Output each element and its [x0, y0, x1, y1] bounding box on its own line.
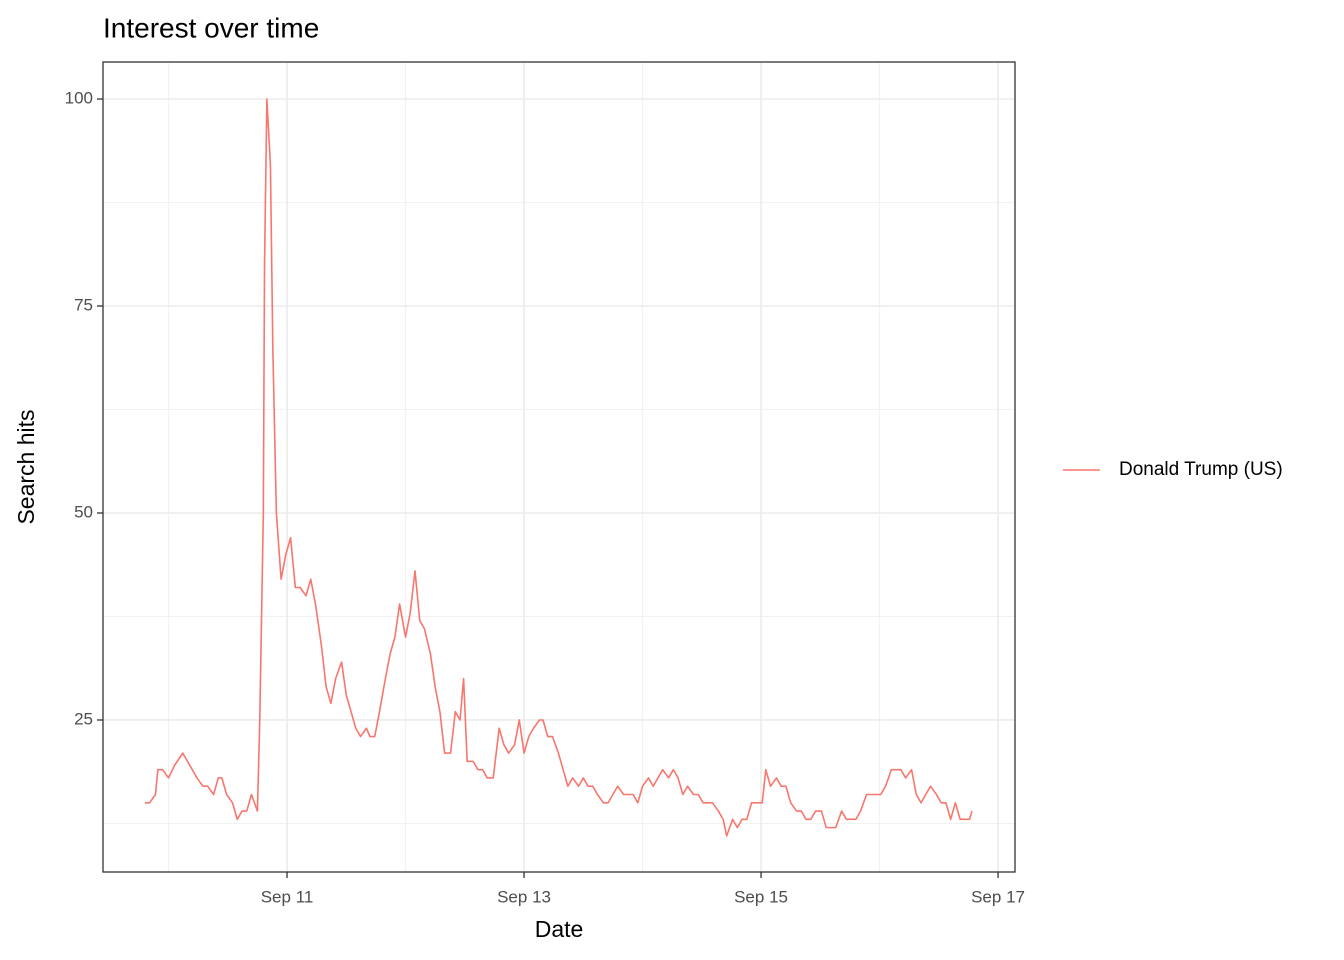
x-axis-title: Date — [535, 916, 584, 942]
panel-border — [102, 61, 1016, 873]
y-tick-label: 100 — [65, 88, 93, 107]
y-axis-title: Search hits — [13, 409, 39, 524]
grid — [103, 62, 1015, 872]
legend-label: Donald Trump (US) — [1119, 459, 1283, 480]
data-line — [144, 98, 973, 837]
chart-title: Interest over time — [103, 12, 319, 43]
x-tick-label: Sep 17 — [971, 887, 1025, 906]
y-tick-label: 25 — [74, 709, 93, 728]
plot — [144, 98, 973, 837]
x-tick-label: Sep 13 — [497, 887, 551, 906]
x-tick-label: Sep 11 — [261, 887, 314, 906]
y-tick-label: 50 — [74, 502, 93, 521]
x-tick-label: Sep 15 — [734, 887, 788, 906]
y-tick-label: 75 — [74, 295, 93, 314]
